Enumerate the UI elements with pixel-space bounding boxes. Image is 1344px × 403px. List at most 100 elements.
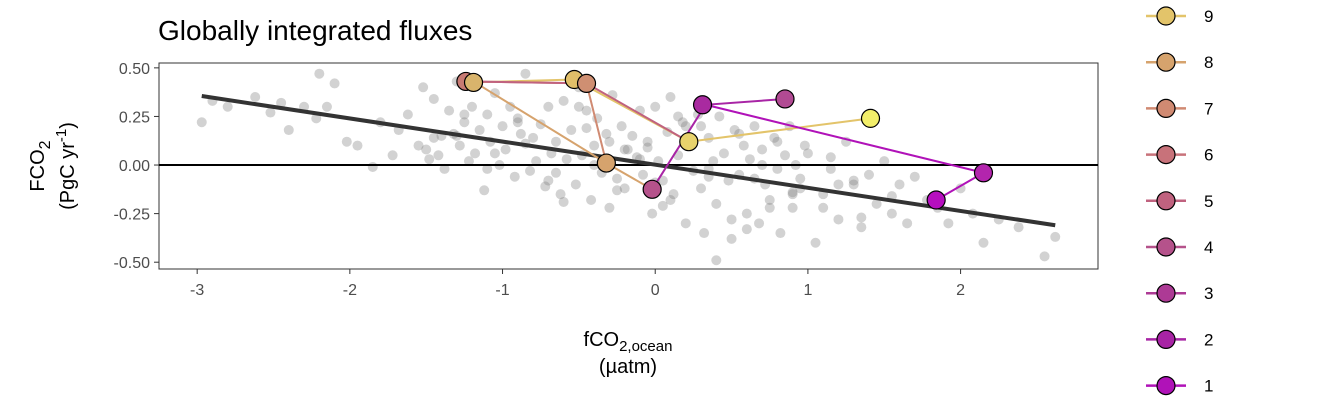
legend-key-point: [1156, 145, 1176, 165]
legend-key-point: [1156, 376, 1176, 396]
legend-label: 1: [1204, 377, 1213, 396]
legend-item: 2: [1146, 329, 1213, 349]
legend-label: 9: [1204, 7, 1213, 26]
background-point: [489, 148, 500, 159]
background-point: [459, 109, 470, 120]
legend-item: 9: [1146, 6, 1213, 26]
background-point: [619, 144, 630, 155]
background-point: [673, 111, 684, 122]
background-point: [650, 101, 661, 112]
x-axis-title: fCO2,ocean: [584, 329, 673, 355]
background-point: [902, 218, 913, 229]
background-point: [352, 140, 363, 151]
regression-line: [201, 94, 1056, 228]
legend: 9 8 7 6 5 4 3 2 1: [1146, 6, 1213, 396]
background-point: [196, 117, 207, 128]
background-point: [482, 163, 493, 174]
legend-item: 7: [1146, 98, 1213, 119]
background-point: [413, 140, 424, 151]
x-axis-title-base: fCO: [584, 329, 620, 351]
background-point: [708, 156, 719, 167]
background-point: [601, 128, 612, 139]
x-axis-title-sub: 2,ocean: [619, 338, 672, 355]
background-point: [749, 121, 760, 132]
y-axis-unit-post: ): [57, 122, 79, 129]
background-point: [1050, 231, 1061, 242]
background-point: [418, 82, 429, 93]
background-point: [543, 101, 554, 112]
x-tick-label: 1: [803, 282, 812, 299]
x-axis-unit: (µatm): [599, 356, 657, 378]
background-point: [265, 107, 276, 118]
background-point: [314, 68, 325, 79]
background-point: [439, 163, 450, 174]
regression-fit-line: [201, 94, 1056, 228]
background-point: [581, 123, 592, 134]
legend-key-point: [1156, 98, 1176, 119]
legend-item: 3: [1146, 283, 1213, 303]
background-point: [622, 144, 633, 155]
background-point: [444, 105, 455, 116]
legend-item: 5: [1146, 191, 1213, 211]
background-point: [696, 121, 707, 132]
background-point: [525, 165, 536, 176]
background-point: [744, 154, 755, 165]
background-point: [558, 196, 569, 207]
background-point: [573, 101, 584, 112]
background-point: [463, 156, 474, 167]
background-point: [604, 202, 615, 213]
background-point: [1013, 222, 1024, 233]
background-point: [738, 140, 749, 151]
background-point: [665, 195, 676, 206]
x-tick-label: -2: [343, 282, 357, 299]
background-point: [512, 117, 523, 128]
background-point: [459, 117, 470, 128]
background-point: [283, 125, 294, 136]
y-axis-unit: (PgC yr-1): [53, 122, 79, 210]
background-point: [222, 101, 233, 112]
background-point: [341, 136, 352, 147]
background-point: [642, 136, 653, 147]
background-point: [1039, 251, 1050, 262]
trajectory-point: [926, 190, 946, 210]
y-axis-ticks: -0.50 -0.25 0.00 0.25 0.50: [114, 61, 159, 272]
background-point: [528, 132, 539, 143]
legend-label: 5: [1204, 192, 1213, 211]
background-point: [764, 202, 775, 213]
background-point: [711, 198, 722, 209]
background-point: [943, 218, 954, 229]
background-point: [757, 144, 768, 155]
background-point: [787, 187, 798, 198]
legend-key-point: [1156, 237, 1176, 257]
background-point: [467, 101, 477, 112]
background-point: [387, 150, 398, 161]
background-point: [642, 142, 653, 153]
y-axis-title-base: FCO: [27, 149, 49, 191]
legend-label: 6: [1204, 146, 1213, 165]
background-point: [329, 78, 340, 89]
y-tick-label: -0.25: [114, 207, 151, 224]
background-point: [833, 214, 844, 225]
background-point: [474, 125, 485, 136]
background-point: [657, 200, 668, 211]
background-point: [424, 154, 435, 165]
background-point: [321, 101, 332, 112]
background-point: [978, 237, 989, 248]
background-point: [402, 109, 413, 120]
background-point: [799, 140, 810, 151]
background-point: [741, 208, 752, 219]
background-point: [550, 167, 561, 178]
background-point: [668, 189, 679, 200]
background-point: [711, 255, 722, 266]
trajectory-point: [679, 132, 699, 152]
background-point: [677, 117, 688, 128]
background-point: [627, 130, 638, 141]
background-point: [482, 109, 493, 120]
background-point: [612, 185, 623, 196]
background-point: [833, 179, 844, 190]
background-point: [561, 154, 572, 165]
background-point: [531, 156, 542, 167]
legend-label: 7: [1204, 99, 1213, 118]
background-point: [558, 95, 569, 106]
background-point: [619, 183, 630, 194]
